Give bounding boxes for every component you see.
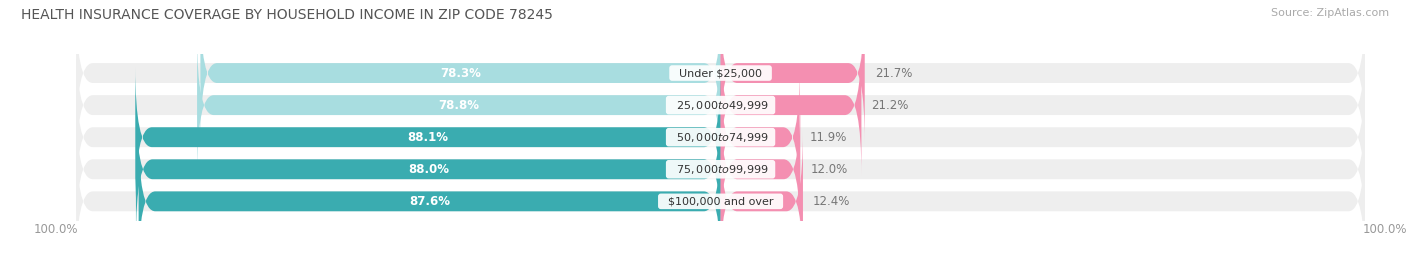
Text: HEALTH INSURANCE COVERAGE BY HOUSEHOLD INCOME IN ZIP CODE 78245: HEALTH INSURANCE COVERAGE BY HOUSEHOLD I… <box>21 8 553 22</box>
FancyBboxPatch shape <box>721 3 865 143</box>
Text: 12.4%: 12.4% <box>813 195 851 208</box>
Text: 88.1%: 88.1% <box>408 131 449 144</box>
FancyBboxPatch shape <box>721 35 862 175</box>
FancyBboxPatch shape <box>721 131 803 269</box>
Text: $50,000 to $74,999: $50,000 to $74,999 <box>669 131 772 144</box>
FancyBboxPatch shape <box>135 67 721 207</box>
Text: 78.8%: 78.8% <box>439 99 479 112</box>
FancyBboxPatch shape <box>76 131 1365 269</box>
FancyBboxPatch shape <box>721 99 800 239</box>
Text: 78.3%: 78.3% <box>440 66 481 80</box>
FancyBboxPatch shape <box>201 3 721 143</box>
Text: $25,000 to $49,999: $25,000 to $49,999 <box>669 99 772 112</box>
FancyBboxPatch shape <box>197 35 721 175</box>
Text: 12.0%: 12.0% <box>810 163 848 176</box>
Text: $100,000 and over: $100,000 and over <box>661 196 780 206</box>
FancyBboxPatch shape <box>136 99 721 239</box>
FancyBboxPatch shape <box>76 99 1365 239</box>
Text: Under $25,000: Under $25,000 <box>672 68 769 78</box>
FancyBboxPatch shape <box>139 131 721 269</box>
Text: 21.2%: 21.2% <box>872 99 908 112</box>
Text: 21.7%: 21.7% <box>875 66 912 80</box>
FancyBboxPatch shape <box>76 35 1365 175</box>
Text: 88.0%: 88.0% <box>408 163 449 176</box>
Text: 11.9%: 11.9% <box>810 131 846 144</box>
FancyBboxPatch shape <box>721 67 800 207</box>
Text: 87.6%: 87.6% <box>409 195 450 208</box>
FancyBboxPatch shape <box>76 67 1365 207</box>
Text: Source: ZipAtlas.com: Source: ZipAtlas.com <box>1271 8 1389 18</box>
Text: $75,000 to $99,999: $75,000 to $99,999 <box>669 163 772 176</box>
FancyBboxPatch shape <box>76 3 1365 143</box>
